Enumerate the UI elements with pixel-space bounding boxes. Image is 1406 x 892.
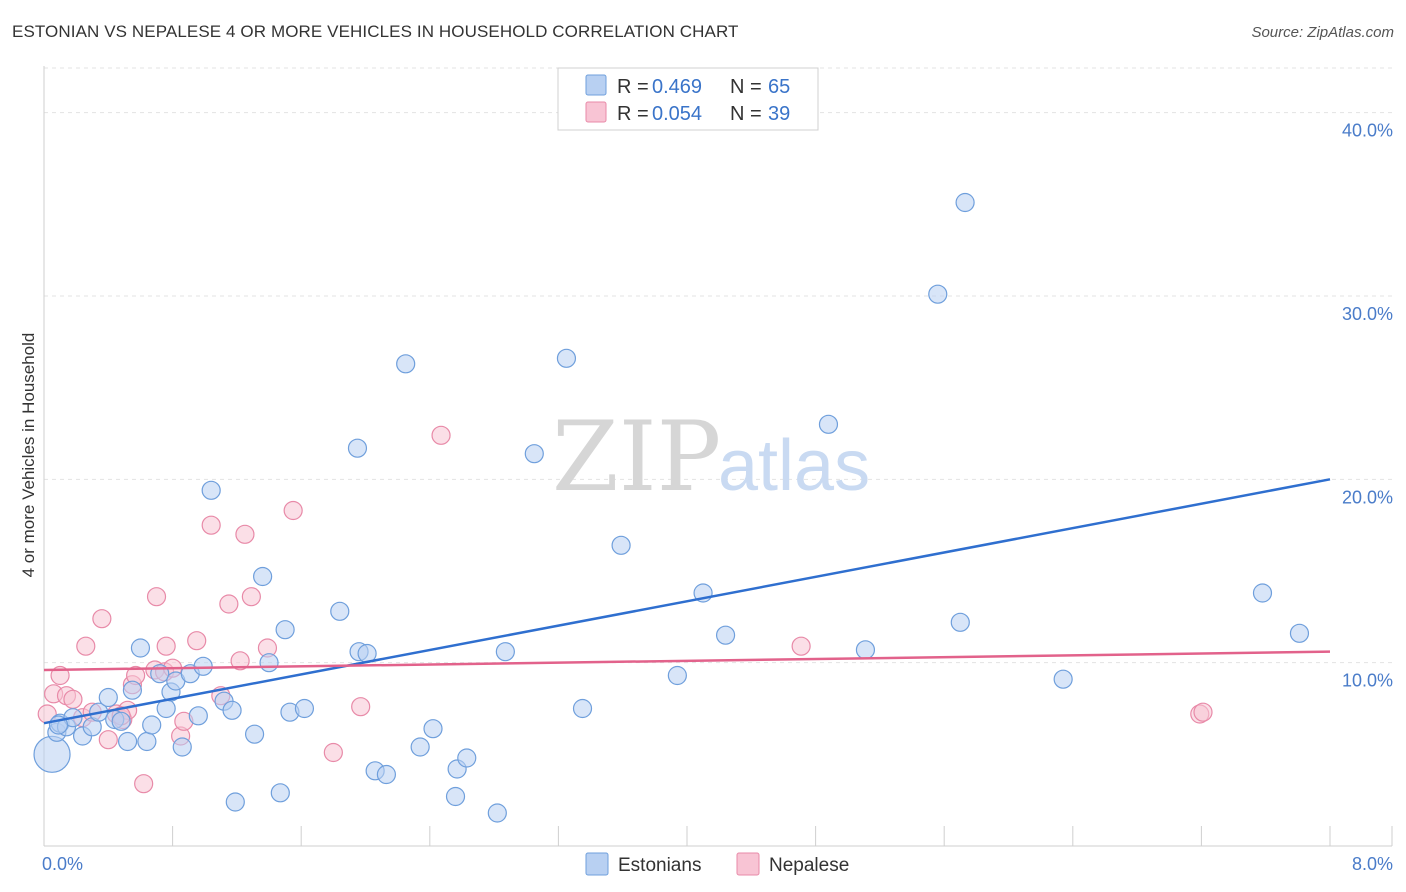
bottom-legend: Estonians Nepalese (585, 852, 849, 876)
data-point-estonians (172, 737, 192, 757)
chart-title: ESTONIAN VS NEPALESE 4 OR MORE VEHICLES … (12, 22, 739, 41)
data-point-estonians (667, 665, 687, 686)
data-point-estonians (950, 612, 970, 632)
legend-r-label-nepalese: R = (617, 103, 649, 125)
data-point-estonians (111, 711, 131, 731)
data-point-estonians (715, 625, 736, 645)
data-point-nepalese (98, 730, 118, 750)
top-legend: R = 0.469 N = 65 R = 0.054 N = 39 (557, 67, 819, 131)
data-point-estonians (556, 348, 577, 368)
data-point-estonians (396, 354, 416, 374)
data-point-estonians (611, 535, 631, 555)
data-point-estonians (347, 438, 368, 458)
legend-n-label-estonians: N = (730, 76, 762, 98)
data-point-estonians (1289, 623, 1310, 643)
data-point-estonians (955, 192, 975, 213)
data-point-estonians (855, 640, 876, 660)
data-point-estonians (275, 620, 295, 640)
x-tick-label: 0.0% (42, 854, 83, 874)
legend-swatch-estonians (585, 74, 607, 96)
data-point-estonians (33, 735, 71, 773)
data-point-nepalese (219, 594, 239, 614)
data-point-estonians (259, 653, 279, 673)
data-point-nepalese (241, 587, 261, 607)
trend-layer (43, 478, 1331, 725)
legend-r-value-nepalese: 0.054 (652, 103, 702, 125)
legend-n-value-nepalese: 39 (768, 103, 790, 125)
data-point-estonians (137, 731, 157, 752)
data-point-estonians (445, 786, 466, 807)
data-point-nepalese (230, 651, 250, 671)
data-point-estonians (376, 764, 396, 785)
data-point-nepalese (146, 587, 167, 607)
data-point-estonians (330, 601, 350, 621)
grid-layer (44, 67, 1392, 664)
y-tick-label: 20.0% (1342, 487, 1393, 507)
data-point-nepalese (201, 515, 221, 535)
data-point-estonians (201, 480, 221, 500)
legend-n-label-nepalese: N = (730, 103, 762, 125)
legend-r-value-estonians: 0.469 (652, 76, 702, 98)
data-point-estonians (222, 700, 242, 720)
data-point-estonians (98, 687, 118, 708)
data-point-estonians (928, 284, 948, 304)
data-point-nepalese (1193, 702, 1213, 722)
y-tick-label: 10.0% (1342, 671, 1393, 691)
data-point-estonians (1252, 583, 1273, 603)
data-point-nepalese (156, 636, 176, 656)
watermark: ZIP atlas (552, 401, 870, 513)
trend-line-estonians (43, 478, 1331, 725)
y-tick-label: 30.0% (1342, 304, 1393, 324)
data-point-estonians (410, 737, 430, 757)
data-point-estonians (495, 642, 515, 662)
data-point-nepalese (187, 631, 207, 651)
data-point-estonians (122, 680, 143, 700)
points-layer (33, 192, 1310, 823)
data-point-nepalese (283, 500, 303, 521)
x-tick-label: 8.0% (1352, 854, 1393, 874)
data-point-nepalese (351, 697, 371, 717)
bottom-legend-swatch-estonians (585, 852, 609, 876)
data-point-estonians (294, 698, 315, 719)
data-point-estonians (457, 748, 477, 768)
data-point-estonians (423, 719, 443, 739)
data-point-nepalese (63, 689, 83, 709)
legend-swatch-nepalese (585, 101, 607, 123)
data-point-nepalese (134, 774, 154, 794)
data-point-estonians (818, 414, 839, 434)
watermark-atlas: atlas (718, 426, 870, 506)
data-point-nepalese (76, 636, 96, 656)
data-point-estonians (225, 792, 245, 812)
data-point-estonians (270, 783, 290, 803)
data-point-estonians (253, 566, 273, 587)
data-point-estonians (193, 656, 213, 676)
legend-n-value-estonians: 65 (768, 76, 790, 98)
data-point-estonians (188, 706, 208, 726)
data-point-estonians (487, 803, 507, 823)
data-point-nepalese (92, 609, 112, 629)
data-point-estonians (244, 724, 265, 744)
bottom-legend-swatch-nepalese (736, 852, 760, 876)
bottom-legend-label-estonians: Estonians (618, 855, 701, 876)
data-point-nepalese (323, 742, 343, 763)
trend-line-nepalese (43, 650, 1331, 672)
y-tick-label: 40.0% (1342, 121, 1393, 141)
y-axis-title: 4 or more Vehicles in Household (19, 333, 38, 578)
data-point-nepalese (235, 524, 255, 544)
data-point-nepalese (791, 636, 811, 656)
data-point-estonians (572, 698, 593, 719)
data-point-estonians (142, 715, 162, 735)
data-point-nepalese (431, 425, 451, 445)
legend-r-label-estonians: R = (617, 76, 649, 98)
data-point-estonians (524, 444, 544, 464)
data-point-estonians (117, 731, 138, 752)
watermark-zip: ZIP (552, 401, 721, 513)
bottom-legend-label-nepalese: Nepalese (769, 855, 849, 876)
chart-source: Source: ZipAtlas.com (1251, 24, 1394, 41)
data-point-estonians (1053, 669, 1073, 689)
data-point-estonians (130, 638, 151, 658)
